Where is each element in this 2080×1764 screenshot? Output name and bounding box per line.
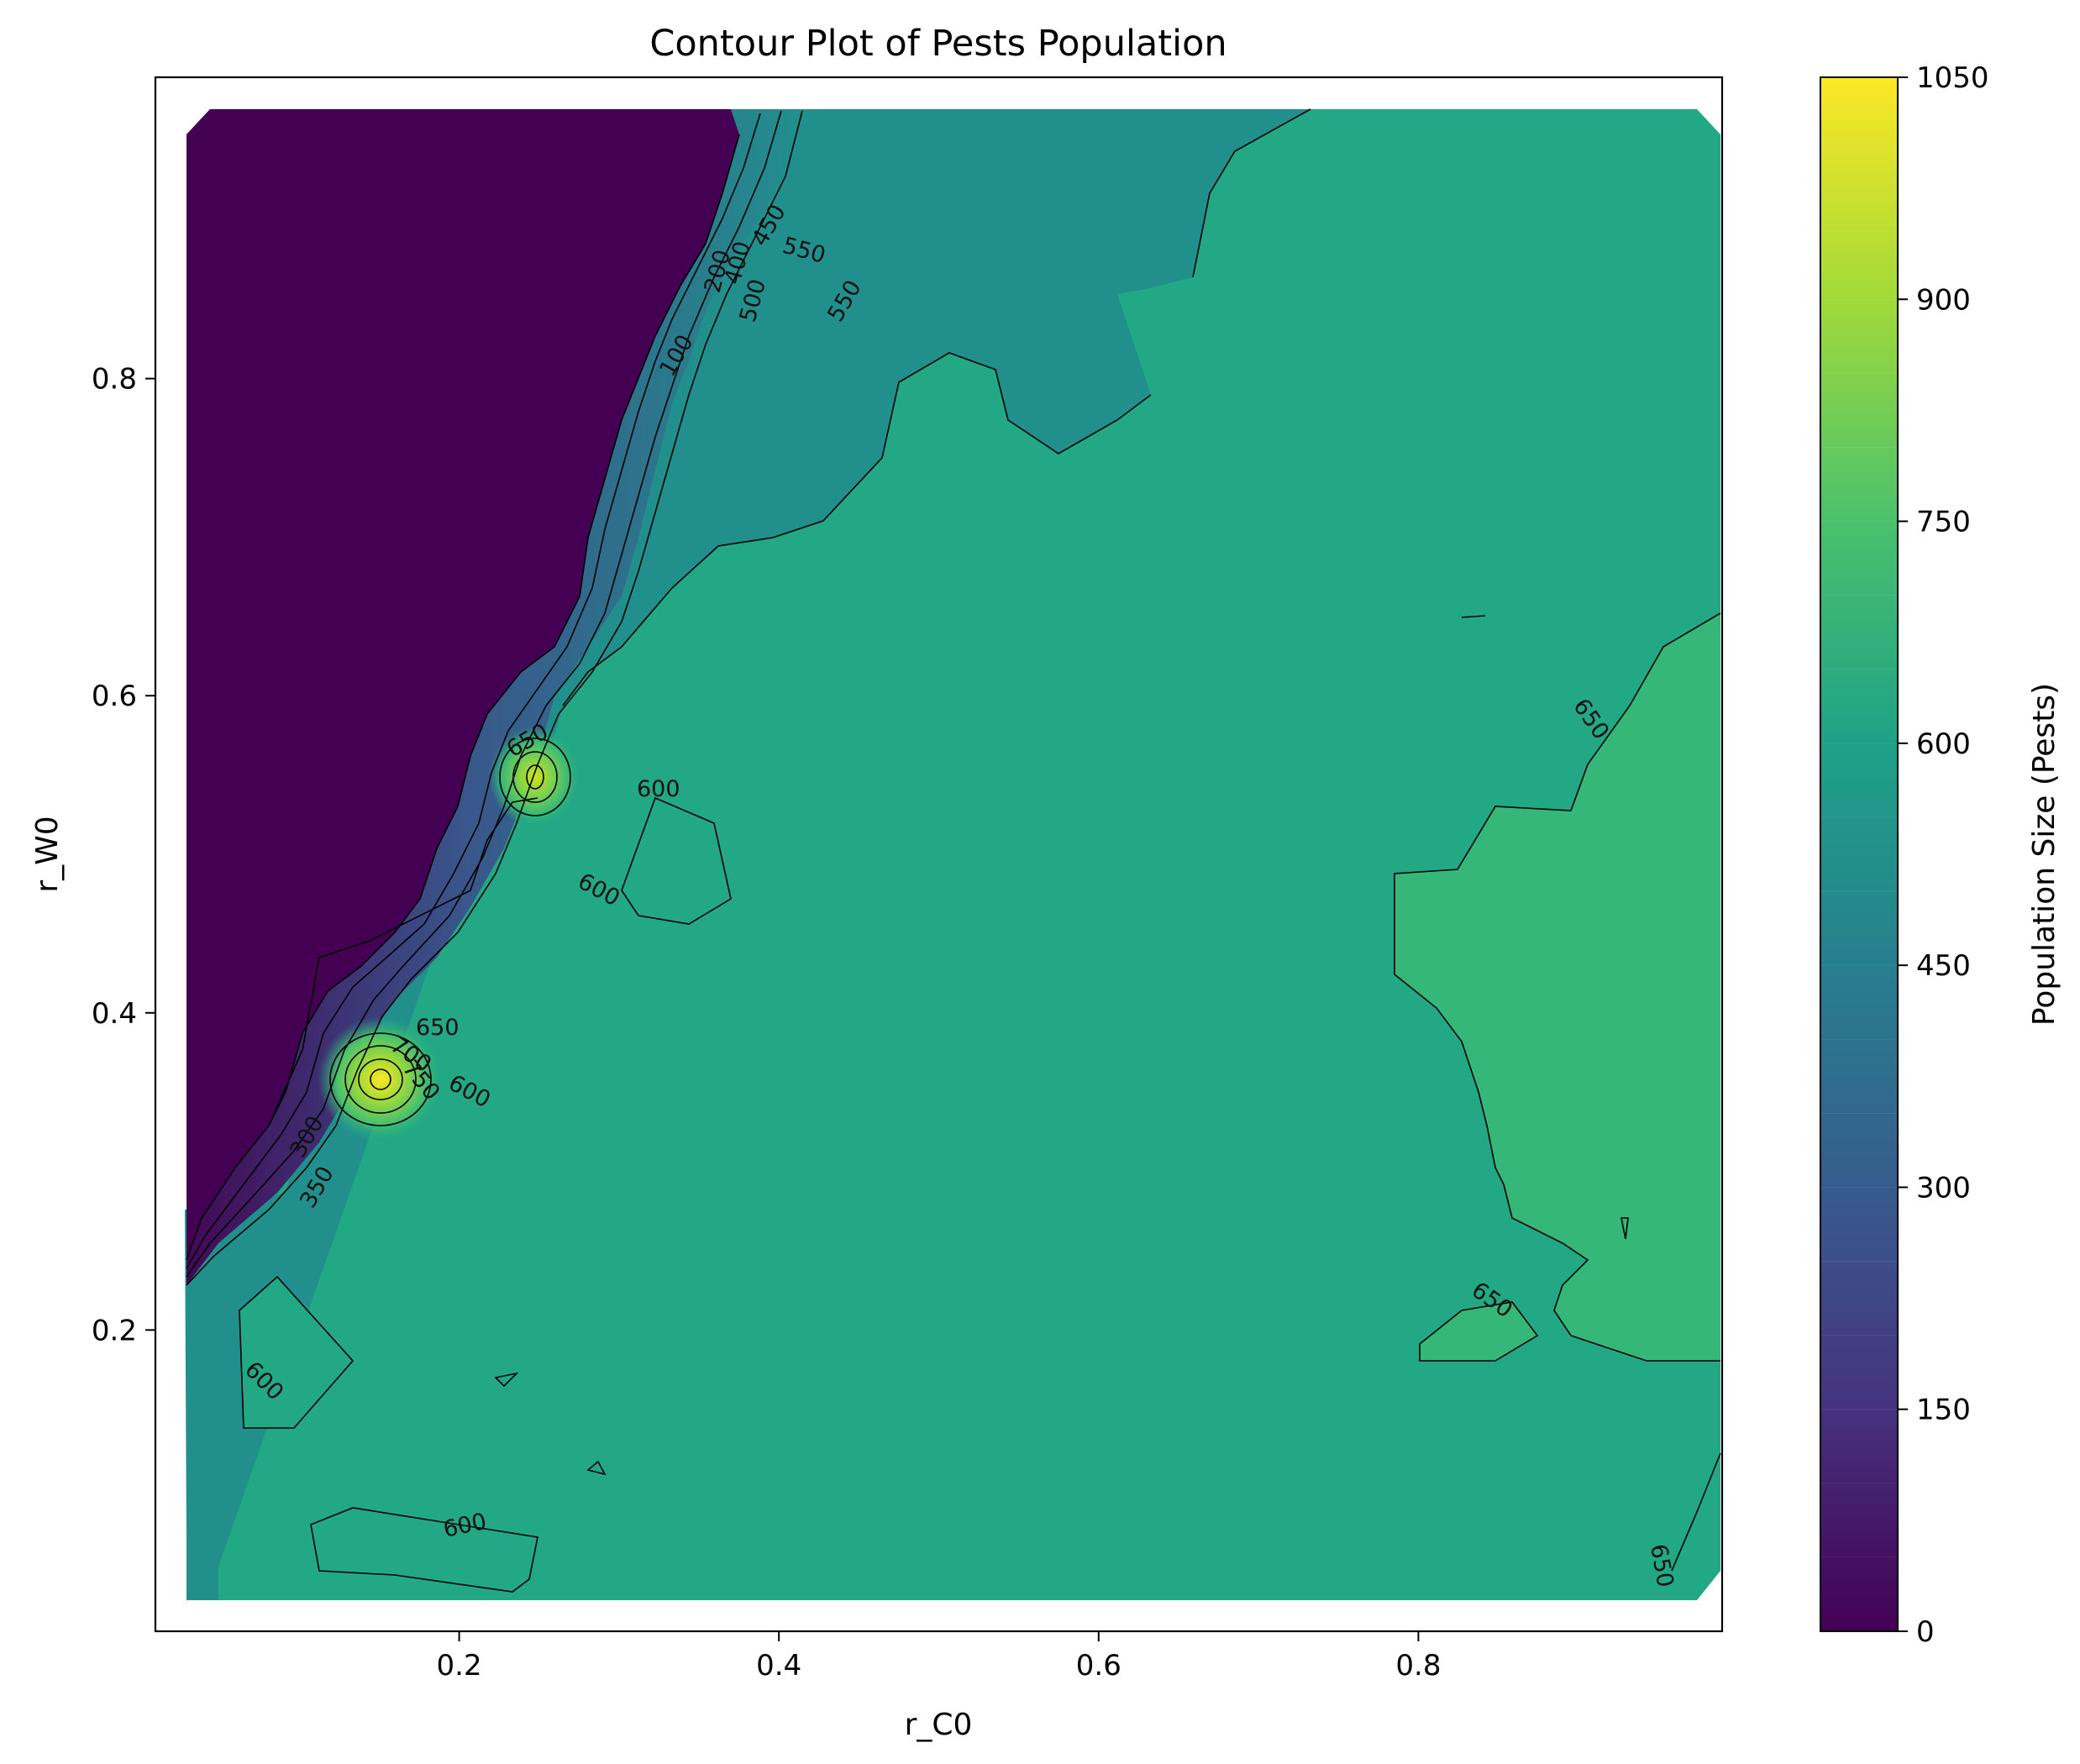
x-tick-label: 0.8 (1395, 1649, 1441, 1683)
colorbar-frame (1820, 76, 1899, 1632)
y-axis-ticks: 0.2 0.4 0.6 0.8 (92, 363, 155, 1347)
colorbar-bands (1820, 150, 1898, 1558)
x-tick-label: 0.4 (756, 1649, 801, 1683)
y-tick-label: 0.6 (92, 680, 137, 713)
colorbar-title: Population Size (Pests) (2027, 683, 2062, 1026)
colorbar: 0 150 300 450 600 750 900 1050 Population Size … (1820, 61, 2062, 1649)
colorbar-tick-label: 1050 (1916, 61, 1989, 95)
contour-label: 600 (637, 776, 680, 802)
region-low-dark (186, 109, 739, 1260)
ridge-transition (186, 109, 806, 1285)
peak-lower (318, 1016, 444, 1142)
colorbar-tick-label: 450 (1916, 949, 1971, 983)
colorbar-tick-label: 900 (1916, 283, 1971, 317)
region-600-lower-left (239, 1277, 353, 1428)
colorbar-tick-label: 150 (1916, 1394, 1971, 1427)
region-550-600 (185, 109, 1311, 1600)
x-axis-ticks: 0.2 0.4 0.6 0.8 (437, 1631, 1441, 1683)
x-tick-label: 0.2 (437, 1649, 482, 1683)
colorbar-tick-label: 300 (1916, 1171, 1971, 1205)
region-650-700-right (1395, 613, 1720, 1361)
colorbar-tick-label: 750 (1916, 506, 1971, 539)
x-axis-title: r_C0 (905, 1708, 973, 1742)
plot-area-frame (154, 76, 1724, 1633)
colorbar-gradient (1820, 77, 1898, 1631)
region-650-700-pocket (1420, 1302, 1537, 1361)
y-tick-label: 0.8 (92, 363, 137, 396)
x-tick-label: 0.6 (1076, 1649, 1121, 1683)
y-tick-label: 0.4 (92, 997, 137, 1031)
contour-lines (186, 108, 1721, 1593)
region-600-pocket (622, 798, 731, 924)
colorbar-tick-label: 0 (1916, 1615, 1935, 1649)
contour-fill (185, 109, 1720, 1600)
y-axis-title: r_W0 (30, 816, 65, 892)
contour-label: 650 (416, 1015, 460, 1041)
y-tick-label: 0.2 (92, 1314, 137, 1347)
colorbar-tick-label: 600 (1916, 727, 1971, 761)
chart-title: Contour Plot of Pests Population (649, 23, 1226, 65)
colorbar-ticks: 0 150 300 450 600 750 900 1050 (1898, 61, 1989, 1649)
